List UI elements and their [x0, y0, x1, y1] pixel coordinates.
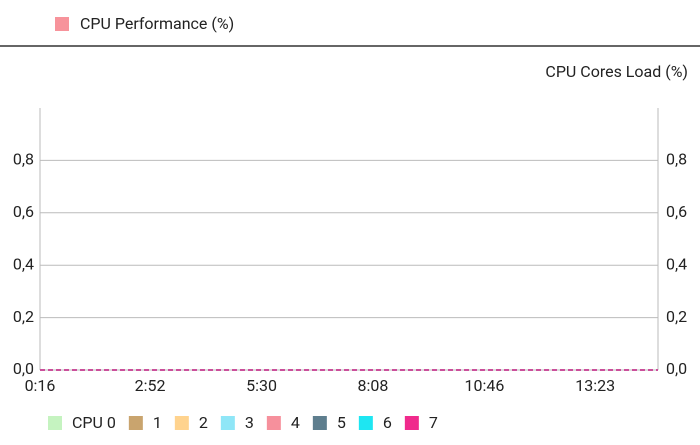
legend-label: 2	[199, 413, 208, 432]
x-tick-label: 8:08	[358, 376, 389, 395]
legend-label: 3	[245, 413, 254, 432]
legend-swatch	[220, 416, 235, 430]
y-tick-label: 0,8	[13, 150, 34, 169]
x-tick-label: 10:46	[465, 376, 505, 395]
y2-tick-label: 0,0	[666, 359, 687, 378]
legend-swatch	[48, 416, 62, 430]
legend-swatch	[55, 17, 69, 31]
x-tick-label: 5:30	[246, 376, 277, 395]
legend-swatch	[358, 416, 373, 430]
y-tick-label: 0,0	[13, 359, 34, 378]
y2-tick-label: 0,4	[666, 254, 687, 273]
legend-label: 4	[291, 413, 300, 432]
chart-title: CPU Cores Load (%)	[545, 62, 688, 81]
y2-tick-label: 0,6	[666, 202, 687, 221]
y2-tick-label: 0,8	[666, 150, 687, 169]
legend-swatch	[174, 416, 189, 430]
legend-swatch	[266, 416, 281, 430]
legend-label: 7	[429, 413, 438, 432]
legend-label: CPU 0	[72, 413, 116, 432]
legend-label: 6	[383, 413, 392, 432]
legend-label: 5	[337, 413, 346, 432]
x-tick-label: 2:52	[135, 376, 166, 395]
legend-label: CPU Performance (%)	[80, 14, 234, 33]
y-tick-label: 0,2	[13, 307, 34, 326]
x-tick-label: 0:16	[25, 376, 56, 395]
legend-label: 1	[153, 413, 162, 432]
y-tick-label: 0,6	[13, 202, 34, 221]
legend-swatch	[404, 416, 419, 430]
x-tick-label: 13:23	[575, 376, 615, 395]
legend-swatch	[312, 416, 327, 430]
legend-swatch	[128, 416, 143, 430]
y2-tick-label: 0,2	[666, 307, 687, 326]
y-tick-label: 0,4	[13, 254, 34, 273]
